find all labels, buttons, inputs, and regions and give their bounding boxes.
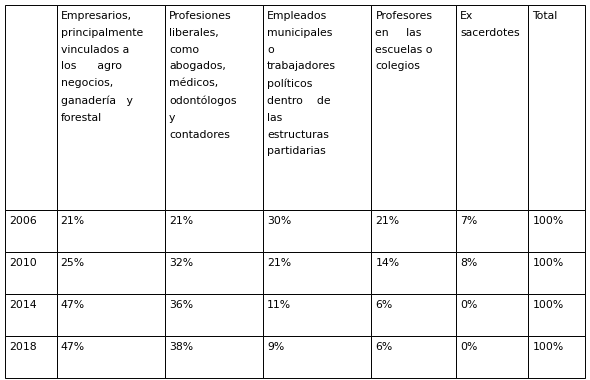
Text: 2006: 2006 xyxy=(9,216,37,226)
Text: 21%: 21% xyxy=(169,216,193,226)
Bar xyxy=(529,210,585,252)
Text: Empleados
municipales
o
trabajadores
políticos
dentro    de
las
estructuras
part: Empleados municipales o trabajadores pol… xyxy=(267,11,336,156)
Text: 47%: 47% xyxy=(61,300,85,310)
Text: Profesiones
liberales,
como
abogados,
médicos,
odontólogos
y
contadores: Profesiones liberales, como abogados, mé… xyxy=(169,11,237,139)
Bar xyxy=(372,336,456,378)
Bar xyxy=(529,5,585,210)
Text: Ex
sacerdotes: Ex sacerdotes xyxy=(460,11,520,38)
Text: 100%: 100% xyxy=(532,216,563,226)
Bar xyxy=(456,252,529,294)
Bar xyxy=(5,210,57,252)
Text: 6%: 6% xyxy=(375,300,393,310)
Bar xyxy=(5,252,57,294)
Bar xyxy=(372,294,456,336)
Text: Total: Total xyxy=(532,11,558,21)
Text: Profesores
en     las
escuelas o
colegios: Profesores en las escuelas o colegios xyxy=(375,11,433,71)
Text: 21%: 21% xyxy=(267,258,291,268)
Bar xyxy=(372,252,456,294)
Text: 0%: 0% xyxy=(460,300,477,310)
Bar xyxy=(165,210,263,252)
Text: Empresarios,
principalmente
vinculados a
los      agro
negocios,
ganadería   y
f: Empresarios, principalmente vinculados a… xyxy=(61,11,143,123)
Text: 2010: 2010 xyxy=(9,258,37,268)
Text: 36%: 36% xyxy=(169,300,193,310)
Text: 100%: 100% xyxy=(532,258,563,268)
Text: 100%: 100% xyxy=(532,300,563,310)
Bar xyxy=(57,5,165,210)
Bar xyxy=(263,294,372,336)
Text: 25%: 25% xyxy=(61,258,85,268)
Text: 6%: 6% xyxy=(375,342,393,352)
Text: 2014: 2014 xyxy=(9,300,37,310)
Text: 38%: 38% xyxy=(169,342,193,352)
Text: 0%: 0% xyxy=(460,342,477,352)
Bar xyxy=(165,252,263,294)
Text: 32%: 32% xyxy=(169,258,193,268)
Bar xyxy=(57,294,165,336)
Bar xyxy=(456,294,529,336)
Text: 47%: 47% xyxy=(61,342,85,352)
Bar xyxy=(456,210,529,252)
Text: 100%: 100% xyxy=(532,342,563,352)
Bar xyxy=(372,5,456,210)
Bar xyxy=(5,294,57,336)
Bar xyxy=(529,294,585,336)
Bar xyxy=(165,294,263,336)
Text: 7%: 7% xyxy=(460,216,477,226)
Bar xyxy=(263,252,372,294)
Bar xyxy=(57,336,165,378)
Bar xyxy=(57,210,165,252)
Bar xyxy=(372,210,456,252)
Bar xyxy=(456,336,529,378)
Bar xyxy=(263,5,372,210)
Bar xyxy=(529,336,585,378)
Bar xyxy=(456,5,529,210)
Bar xyxy=(5,336,57,378)
Bar xyxy=(529,252,585,294)
Text: 11%: 11% xyxy=(267,300,291,310)
Text: 8%: 8% xyxy=(460,258,477,268)
Bar xyxy=(165,5,263,210)
Text: 21%: 21% xyxy=(375,216,399,226)
Text: 9%: 9% xyxy=(267,342,284,352)
Bar xyxy=(263,336,372,378)
Text: 21%: 21% xyxy=(61,216,85,226)
Text: 30%: 30% xyxy=(267,216,291,226)
Bar xyxy=(165,336,263,378)
Text: 14%: 14% xyxy=(375,258,399,268)
Bar xyxy=(57,252,165,294)
Text: 2018: 2018 xyxy=(9,342,37,352)
Bar xyxy=(5,5,57,210)
Bar xyxy=(263,210,372,252)
